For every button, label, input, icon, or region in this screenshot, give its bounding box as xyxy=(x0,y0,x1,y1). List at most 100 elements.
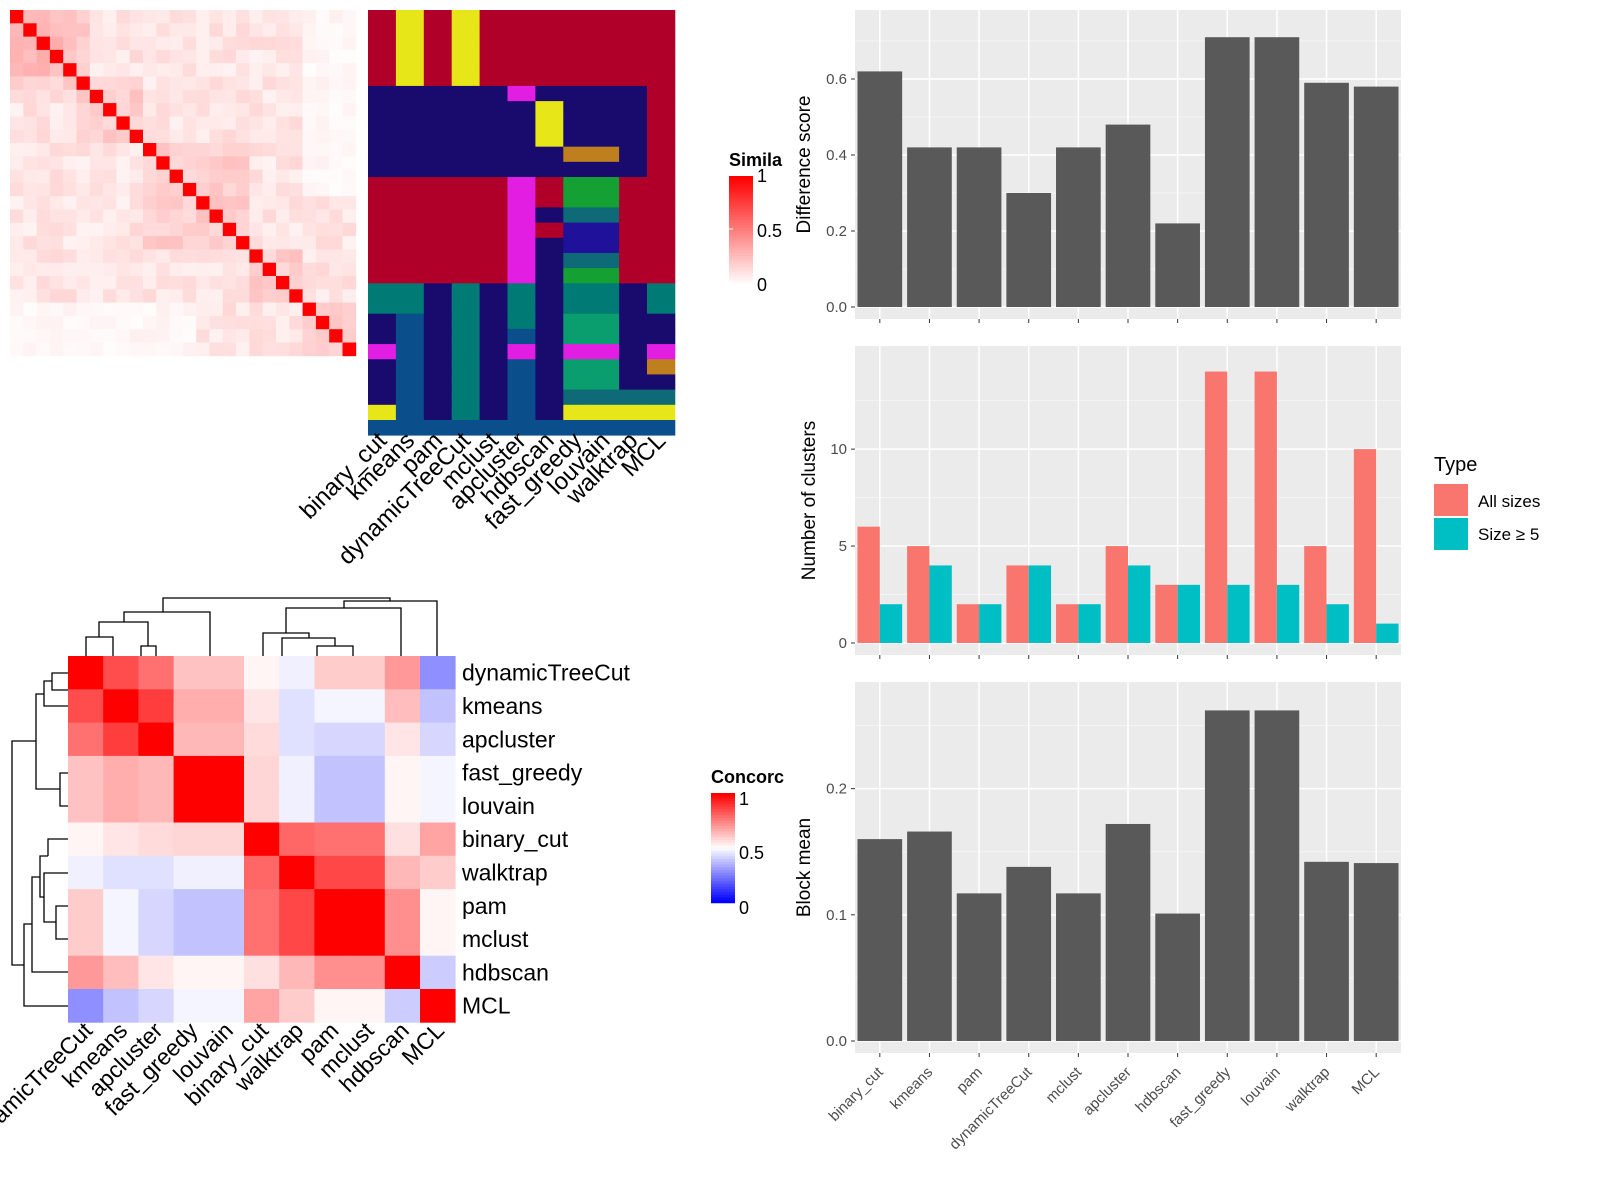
concordance-cell xyxy=(349,922,386,957)
concordance-cell xyxy=(68,656,104,690)
cluster-label-cell xyxy=(451,146,480,163)
similarity-cell xyxy=(63,342,77,357)
similarity-cell xyxy=(103,262,117,277)
concordance-cell xyxy=(279,855,315,890)
concordance-cell xyxy=(138,822,174,857)
similarity-cell xyxy=(103,236,117,250)
similarity-cell xyxy=(89,182,104,197)
cluster-label-cell xyxy=(619,207,648,223)
difference-score-chart: 0.0 0.2 0.4 0.6 Difference score xyxy=(794,10,1401,323)
similarity-cell xyxy=(329,302,343,317)
x-tick-label: apcluster xyxy=(1080,1064,1135,1119)
similarity-cell xyxy=(143,143,157,157)
similarity-cell xyxy=(342,116,357,131)
concordance-cell xyxy=(279,922,315,957)
concordance-cell xyxy=(138,656,174,690)
cluster-label-cell xyxy=(563,131,592,148)
similarity-cell xyxy=(49,129,64,144)
similarity-cell xyxy=(209,302,224,317)
similarity-cell xyxy=(23,196,37,210)
cluster-label-cell xyxy=(368,177,397,193)
cluster-label-cell xyxy=(619,40,648,56)
cluster-label-cell xyxy=(451,207,480,223)
similarity-cell xyxy=(49,76,64,91)
similarity-cell xyxy=(276,249,290,264)
similarity-cell xyxy=(315,10,330,24)
similarity-cell xyxy=(329,103,343,117)
similarity-cell xyxy=(289,169,303,184)
legend-gradient-step xyxy=(729,176,753,179)
cluster-label-cell xyxy=(451,101,480,117)
cluster-label-cell xyxy=(368,389,397,406)
legend-gradient-step xyxy=(711,823,735,827)
similarity-cell xyxy=(236,23,250,37)
similarity-cell xyxy=(342,36,357,51)
cluster-label-cell xyxy=(647,40,676,56)
similarity-cell xyxy=(156,329,170,343)
similarity-cell xyxy=(63,262,77,277)
bar xyxy=(907,831,952,1041)
concordance-cell xyxy=(244,755,280,790)
similarity-cell xyxy=(182,209,197,224)
similarity-cell xyxy=(342,169,357,184)
similarity-cell xyxy=(23,36,37,51)
similarity-cell xyxy=(10,76,24,91)
similarity-cell xyxy=(315,209,330,224)
similarity-cell xyxy=(302,10,317,24)
similarity-cell xyxy=(23,10,37,24)
cluster-label-cell xyxy=(479,131,508,148)
concordance-cell xyxy=(314,989,350,1023)
cluster-label-cell xyxy=(479,344,508,360)
cluster-label-cell xyxy=(423,283,453,299)
concordance-row-label: hdbscan xyxy=(462,959,549,985)
similarity-cell xyxy=(276,156,290,170)
similarity-cell xyxy=(143,103,157,117)
cluster-label-cell xyxy=(507,70,536,87)
similarity-cell xyxy=(289,36,303,51)
cluster-label-cell xyxy=(451,313,480,330)
similarity-cell xyxy=(89,156,104,170)
similarity-cell xyxy=(262,49,277,64)
cluster-label-cell xyxy=(563,298,592,315)
cluster-label-cell xyxy=(395,313,425,330)
similarity-cell xyxy=(196,143,210,157)
similarity-cell xyxy=(329,169,343,184)
similarity-cell xyxy=(276,289,290,303)
similarity-cell xyxy=(342,103,357,117)
concordance-cell xyxy=(138,755,174,790)
cluster-label-heatmap xyxy=(368,10,676,436)
similarity-cell xyxy=(329,49,343,64)
similarity-cell xyxy=(116,302,131,317)
similarity-cell xyxy=(222,236,237,250)
cluster-label-cell xyxy=(368,192,397,208)
similarity-cell xyxy=(342,315,357,330)
similarity-cell xyxy=(249,249,264,264)
cluster-label-cell xyxy=(395,85,425,102)
similarity-cell xyxy=(23,103,37,117)
y-tick-label: 0.1 xyxy=(826,907,847,924)
similarity-cell xyxy=(182,143,197,157)
concordance-cell xyxy=(349,822,386,857)
similarity-cell xyxy=(236,49,250,64)
cluster-label-cell xyxy=(647,207,676,223)
legend-gradient-step xyxy=(711,817,735,821)
concordance-row-label: kmeans xyxy=(462,693,543,719)
cluster-label-cell xyxy=(395,161,425,178)
cluster-label-cell xyxy=(647,359,676,375)
similarity-cell xyxy=(103,76,117,91)
similarity-cell xyxy=(209,156,224,170)
similarity-cell xyxy=(222,36,237,51)
similarity-cell xyxy=(236,169,250,184)
similarity-cell xyxy=(129,315,144,330)
similarity-cell xyxy=(49,289,64,303)
concordance-cell xyxy=(420,689,456,723)
similarity-cell xyxy=(196,49,210,64)
similarity-cell xyxy=(342,63,357,77)
legend-gradient-step xyxy=(711,861,735,865)
legend-gradient-step xyxy=(729,214,753,218)
similarity-cell xyxy=(276,10,290,24)
cluster-label-cell xyxy=(451,328,480,345)
cluster-label-cell xyxy=(591,404,620,421)
similarity-cell xyxy=(116,262,131,277)
